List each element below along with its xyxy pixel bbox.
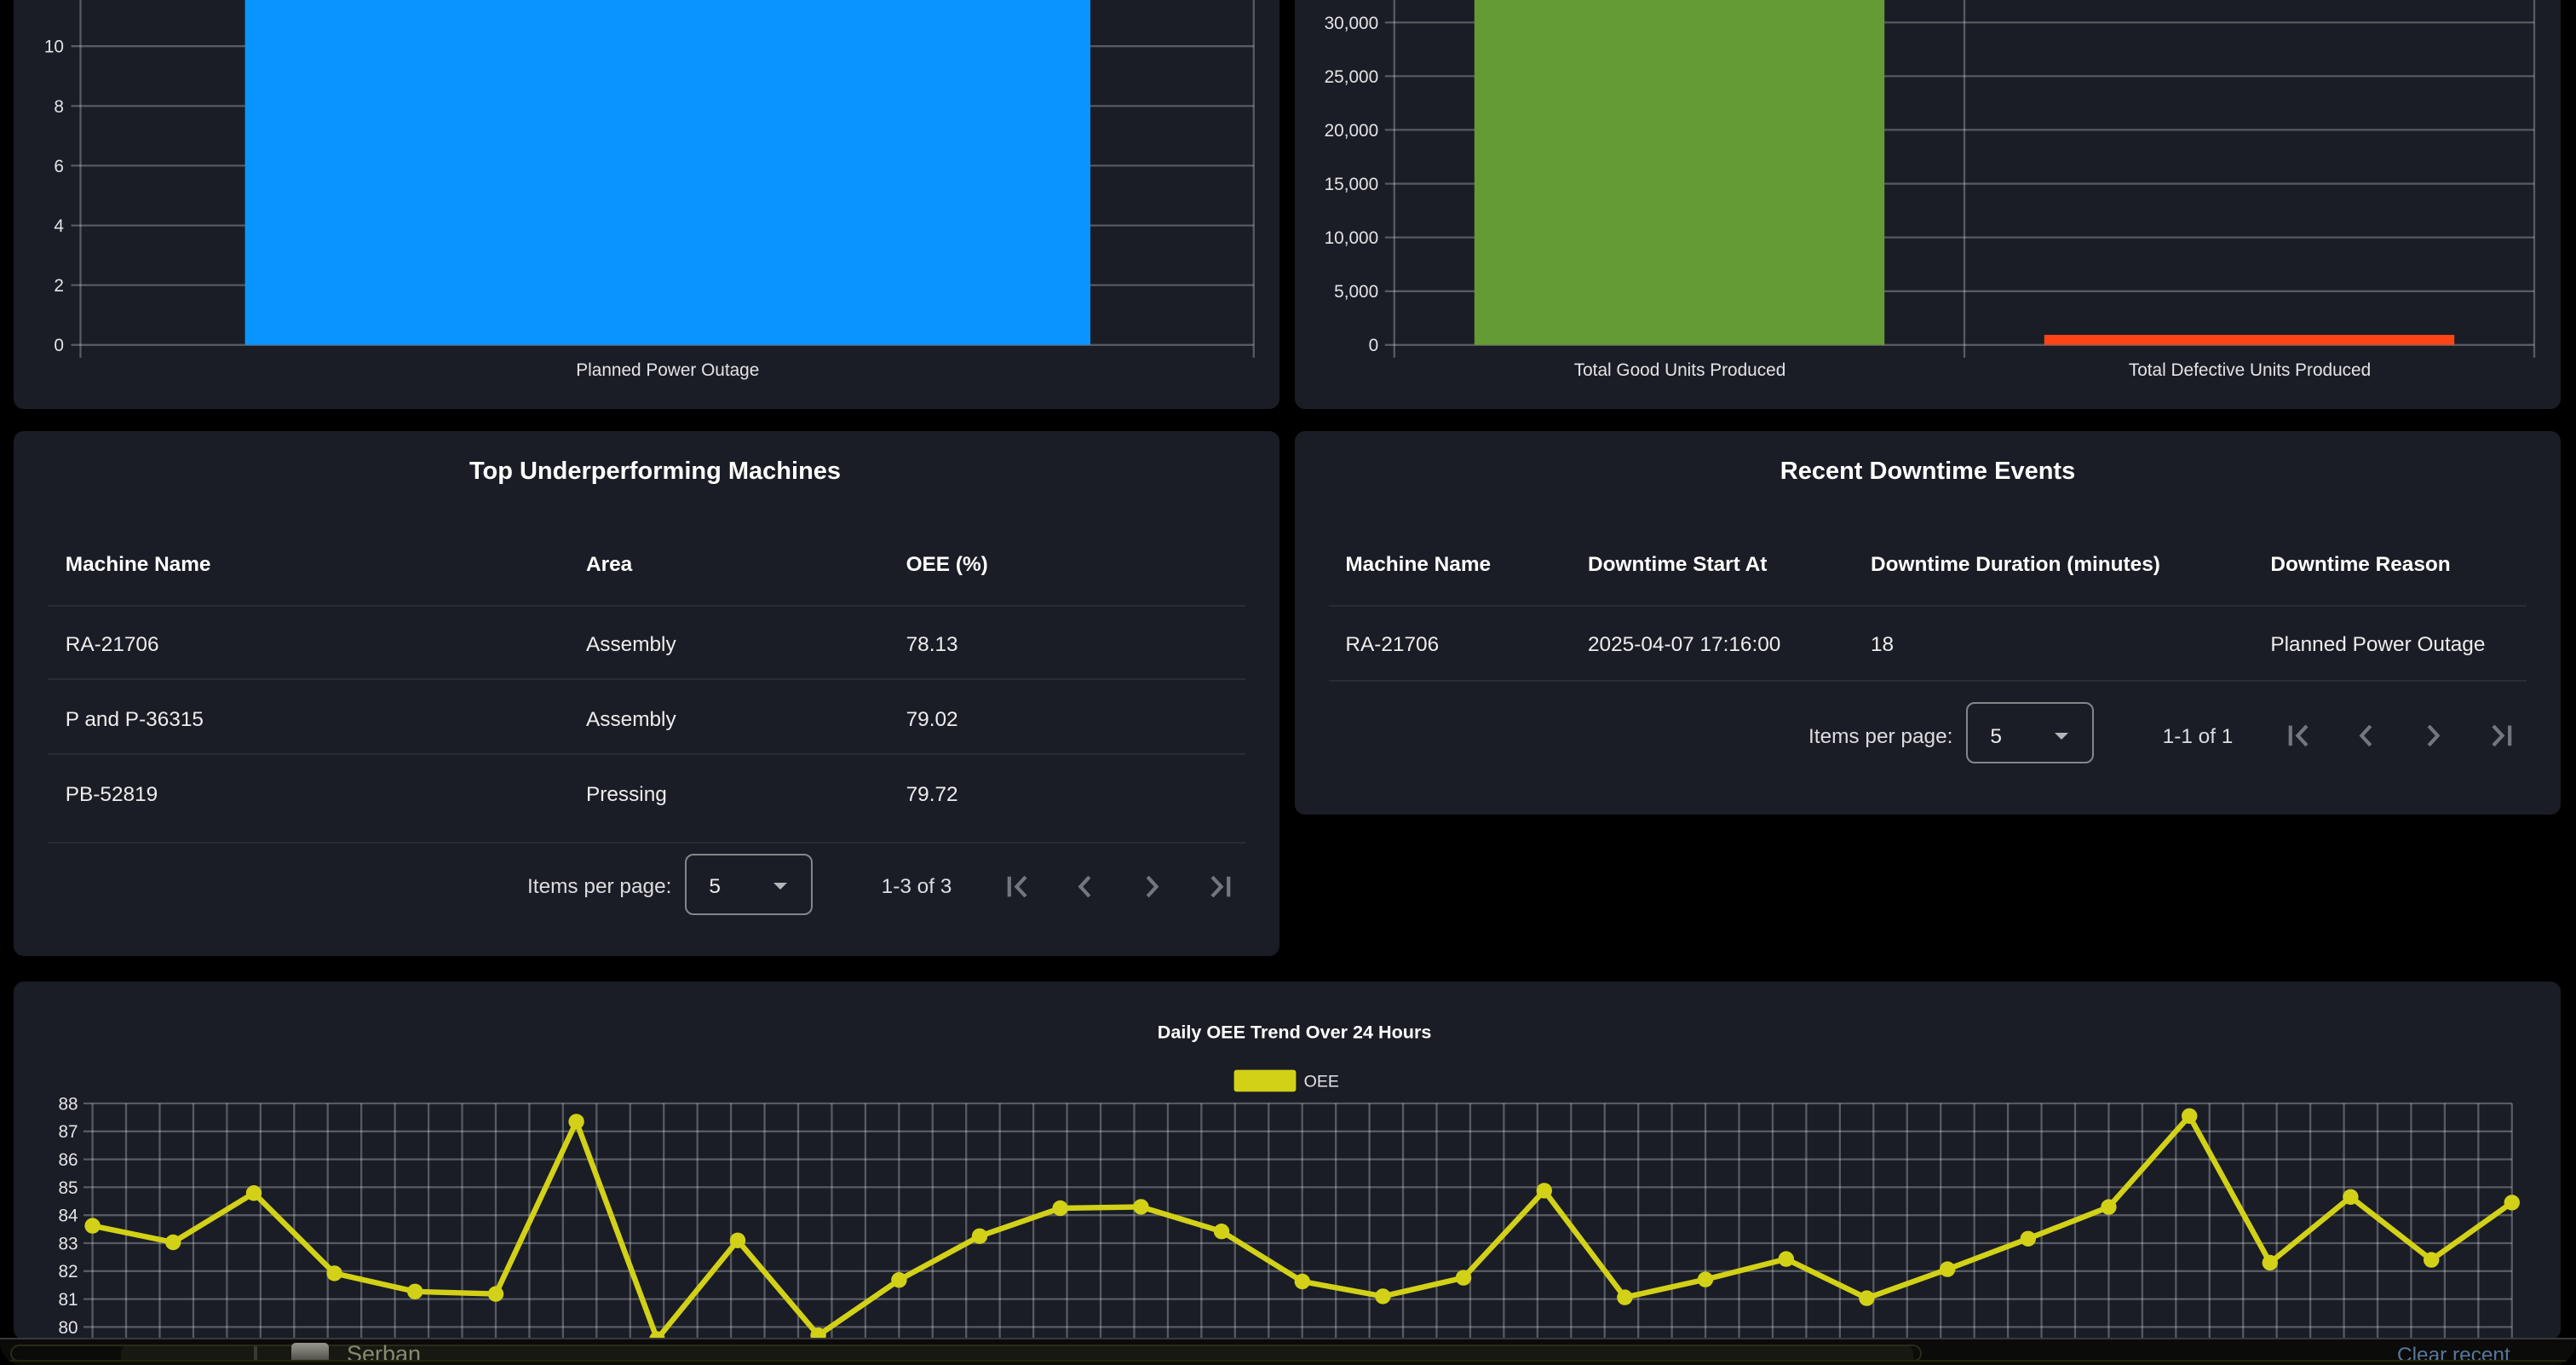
- svg-text:81: 81: [58, 1290, 78, 1310]
- svg-text:0: 0: [1369, 336, 1379, 355]
- svg-text:5,000: 5,000: [1334, 282, 1378, 302]
- svg-text:8: 8: [54, 97, 64, 117]
- svg-text:25,000: 25,000: [1325, 67, 1379, 87]
- svg-text:84: 84: [58, 1207, 78, 1226]
- svg-text:0: 0: [54, 336, 64, 355]
- svg-text:15,000: 15,000: [1325, 175, 1379, 194]
- svg-text:Planned Power Outage: Planned Power Outage: [576, 360, 759, 380]
- svg-text:Daily OEE Trend Over 24 Hours: Daily OEE Trend Over 24 Hours: [1158, 1022, 1432, 1043]
- svg-text:86: 86: [58, 1150, 78, 1170]
- svg-text:83: 83: [58, 1234, 78, 1253]
- svg-text:4: 4: [54, 216, 64, 236]
- svg-text:85: 85: [58, 1178, 78, 1198]
- svg-text:10: 10: [44, 37, 64, 57]
- svg-text:88: 88: [58, 1094, 78, 1114]
- svg-text:6: 6: [54, 157, 64, 176]
- svg-text:OEE: OEE: [1304, 1073, 1339, 1091]
- svg-text:Total Defective Units Produced: Total Defective Units Produced: [2129, 360, 2371, 380]
- svg-text:10,000: 10,000: [1325, 228, 1379, 248]
- svg-text:87: 87: [58, 1122, 78, 1142]
- svg-text:30,000: 30,000: [1325, 14, 1379, 33]
- svg-text:82: 82: [58, 1262, 78, 1281]
- svg-text:80: 80: [58, 1318, 78, 1338]
- svg-text:2: 2: [54, 276, 64, 296]
- svg-text:20,000: 20,000: [1325, 121, 1379, 141]
- svg-text:Total Good Units Produced: Total Good Units Produced: [1574, 360, 1786, 380]
